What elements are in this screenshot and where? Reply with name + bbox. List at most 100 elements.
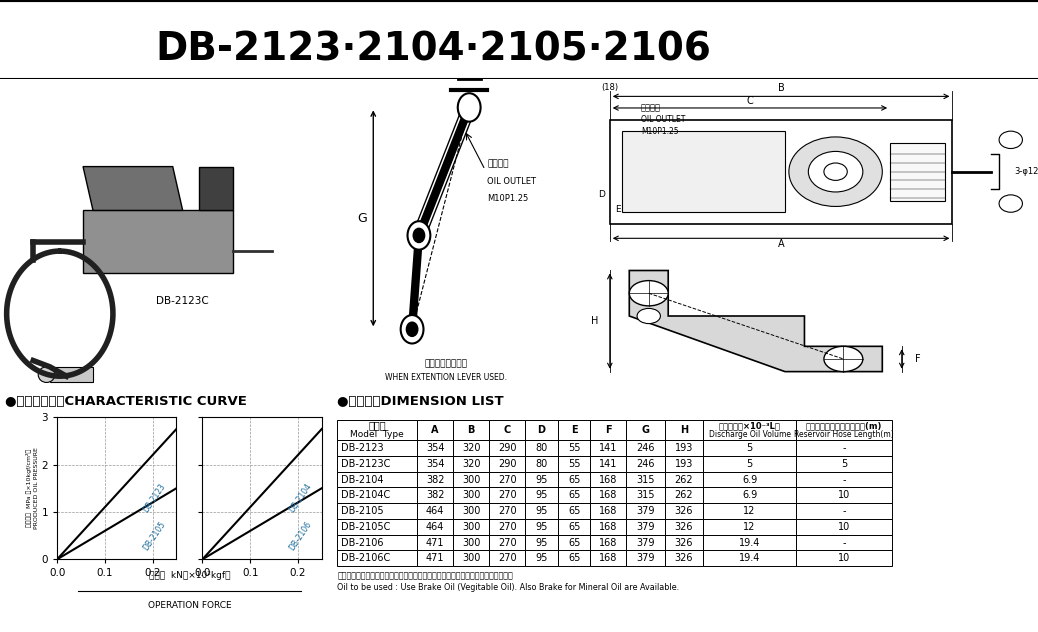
Bar xyxy=(557,420,591,441)
Bar xyxy=(454,535,489,550)
Bar xyxy=(796,441,892,456)
Text: 12: 12 xyxy=(743,522,756,532)
Bar xyxy=(796,487,892,503)
Text: G: G xyxy=(357,212,366,225)
Bar xyxy=(627,487,664,503)
Text: DB-2106: DB-2106 xyxy=(340,538,383,547)
Text: 型　式: 型 式 xyxy=(368,420,386,430)
Bar xyxy=(489,519,525,535)
Text: OIL OUTLET: OIL OUTLET xyxy=(488,177,537,186)
Bar xyxy=(525,519,557,535)
Bar xyxy=(489,535,525,550)
Text: 320: 320 xyxy=(462,459,481,469)
Bar xyxy=(417,535,454,550)
Bar xyxy=(627,535,664,550)
Bar xyxy=(454,487,489,503)
Bar xyxy=(703,487,796,503)
Bar xyxy=(703,420,796,441)
Text: WHEN EXTENTION LEVER USED.: WHEN EXTENTION LEVER USED. xyxy=(385,373,508,382)
Text: ●特性カーブ・CHARACTERISTIC CURVE: ●特性カーブ・CHARACTERISTIC CURVE xyxy=(5,396,247,408)
Bar xyxy=(489,471,525,487)
Text: 300: 300 xyxy=(462,475,481,485)
Circle shape xyxy=(401,315,424,344)
Text: 464: 464 xyxy=(426,506,444,516)
Text: 382: 382 xyxy=(426,490,444,501)
Bar xyxy=(489,456,525,471)
Bar xyxy=(417,441,454,456)
Text: 操作力  kN（×10²kgf）: 操作力 kN（×10²kgf） xyxy=(148,571,230,580)
Bar xyxy=(591,441,627,456)
Text: -: - xyxy=(843,538,846,547)
Text: 270: 270 xyxy=(498,475,517,485)
Bar xyxy=(591,503,627,519)
Text: 95: 95 xyxy=(536,490,548,501)
Text: 80: 80 xyxy=(536,443,548,453)
Bar xyxy=(489,487,525,503)
Bar xyxy=(664,519,703,535)
Bar xyxy=(454,503,489,519)
Text: 55: 55 xyxy=(568,459,580,469)
Text: 80: 80 xyxy=(536,459,548,469)
Text: 379: 379 xyxy=(636,554,655,563)
Text: 補助レバー使用時: 補助レバー使用時 xyxy=(425,359,468,368)
Text: -: - xyxy=(843,475,846,485)
Bar xyxy=(703,456,796,471)
Text: ●寸法表・DIMENSION LIST: ●寸法表・DIMENSION LIST xyxy=(337,396,504,408)
Bar xyxy=(525,456,557,471)
Text: 10: 10 xyxy=(838,490,850,501)
Text: 作動液：ブレーキ液（植物油）を御使用下さい。他に鉱物油も準備しております。: 作動液：ブレーキ液（植物油）を御使用下さい。他に鉱物油も準備しております。 xyxy=(337,571,513,580)
Text: 10: 10 xyxy=(838,522,850,532)
Text: 471: 471 xyxy=(426,554,444,563)
Text: 6.9: 6.9 xyxy=(742,475,757,485)
Bar xyxy=(703,550,796,566)
Text: 油吐出口: 油吐出口 xyxy=(488,160,509,169)
Text: DB-2106: DB-2106 xyxy=(288,520,313,552)
Circle shape xyxy=(629,281,668,306)
Bar xyxy=(337,456,417,471)
Text: 65: 65 xyxy=(568,506,580,516)
Circle shape xyxy=(824,163,847,180)
Bar xyxy=(796,535,892,550)
Text: DB-2123C: DB-2123C xyxy=(340,459,390,469)
Bar xyxy=(417,420,454,441)
Bar xyxy=(337,487,417,503)
Text: 19.4: 19.4 xyxy=(739,538,760,547)
Bar xyxy=(664,441,703,456)
Bar xyxy=(627,550,664,566)
Text: 300: 300 xyxy=(462,538,481,547)
Bar xyxy=(557,487,591,503)
Circle shape xyxy=(637,308,660,324)
Text: 270: 270 xyxy=(498,522,517,532)
Circle shape xyxy=(458,93,481,121)
Bar xyxy=(664,535,703,550)
Text: 326: 326 xyxy=(675,506,693,516)
Text: G: G xyxy=(641,425,650,435)
Bar xyxy=(337,519,417,535)
Text: -: - xyxy=(843,443,846,453)
Text: DB-2104C: DB-2104C xyxy=(340,490,390,501)
Bar xyxy=(664,503,703,519)
Text: 5: 5 xyxy=(746,443,753,453)
Text: 55: 55 xyxy=(568,443,580,453)
Bar xyxy=(557,456,591,471)
Text: 141: 141 xyxy=(599,443,618,453)
Bar xyxy=(664,420,703,441)
Text: DB-2104: DB-2104 xyxy=(288,482,313,514)
Bar xyxy=(627,519,664,535)
Bar xyxy=(664,550,703,566)
Bar xyxy=(796,519,892,535)
Text: A: A xyxy=(777,239,785,249)
Text: 382: 382 xyxy=(426,475,444,485)
Polygon shape xyxy=(199,167,233,210)
Text: OIL OUTLET: OIL OUTLET xyxy=(641,115,685,124)
Text: 315: 315 xyxy=(636,475,655,485)
Text: 95: 95 xyxy=(536,475,548,485)
Text: D: D xyxy=(538,425,546,435)
Text: 168: 168 xyxy=(599,490,618,501)
Bar xyxy=(337,503,417,519)
Text: Oil to be used : Use Brake Oil (Vegitable Oil). Also Brake for Mineral Oil are A: Oil to be used : Use Brake Oil (Vegitabl… xyxy=(337,583,680,592)
Text: M10P1.25: M10P1.25 xyxy=(488,194,528,203)
Bar xyxy=(796,550,892,566)
Text: 168: 168 xyxy=(599,522,618,532)
Bar xyxy=(664,487,703,503)
